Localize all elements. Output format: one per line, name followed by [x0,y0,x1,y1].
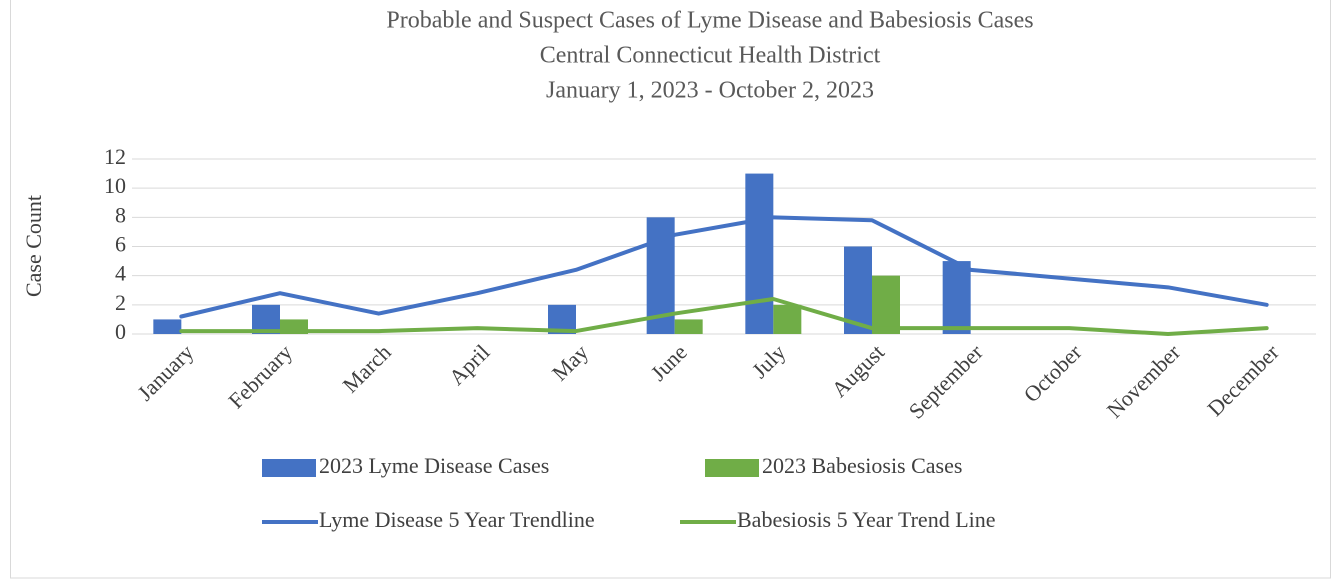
legend-label: Babesiosis 5 Year Trend Line [737,507,996,532]
bar [745,173,774,334]
y-tick-label: 2 [115,290,126,315]
chart-subtitle: Central Connecticut Health District [540,43,881,69]
trend-line [179,215,1269,319]
y-axis-label: Case Count [21,195,46,297]
bar [872,275,900,334]
y-tick-label: 8 [115,202,126,227]
trend-line [179,297,1269,336]
bar [942,261,971,334]
legend-label: 2023 Lyme Disease Cases [319,453,549,478]
y-tick-label: 6 [115,232,126,257]
legend-swatch [262,459,316,477]
bar [153,319,182,334]
chart-subtitle: January 1, 2023 - October 2, 2023 [546,78,874,104]
bar [674,319,703,334]
y-tick-label: 12 [104,144,126,169]
y-tick-label: 10 [104,173,126,198]
y-tick-label: 0 [115,319,126,344]
chart-title: Probable and Suspect Cases of Lyme Disea… [386,8,1033,34]
y-tick-label: 4 [115,261,126,286]
legend-swatch [705,459,759,477]
legend-label: 2023 Babesiosis Cases [762,453,962,478]
bar [773,304,802,334]
legend-label: Lyme Disease 5 Year Trendline [319,507,595,532]
